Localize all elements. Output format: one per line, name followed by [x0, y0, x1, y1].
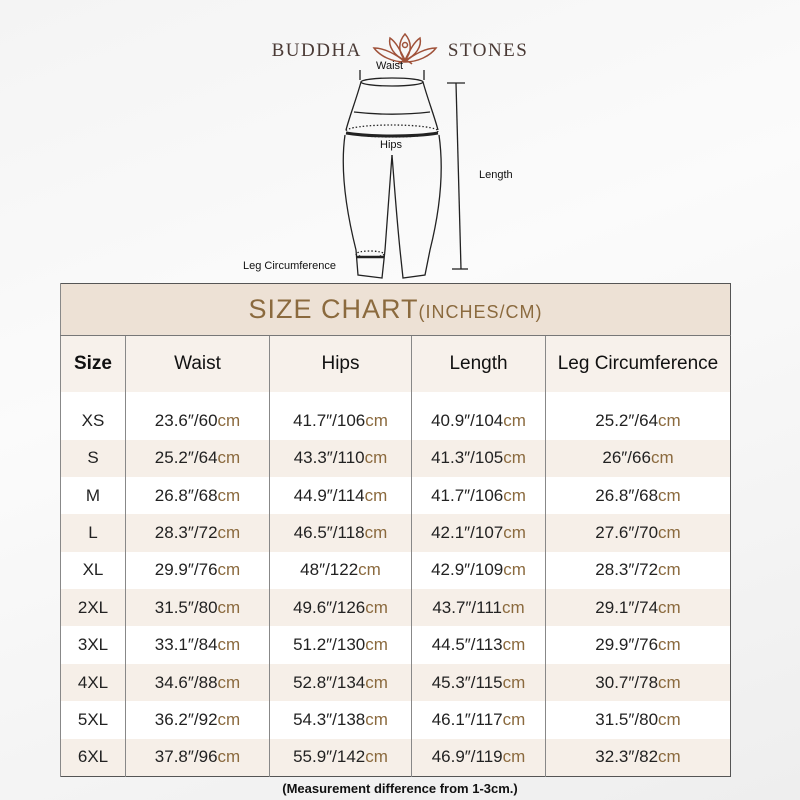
size-cell: 5XL [60, 701, 126, 739]
measurement-cell: 49.6″/126cm [269, 589, 412, 627]
measurement-cell: 30.7″/78cm [545, 663, 731, 702]
measurement-cell: 44.5″/113cm [411, 626, 546, 664]
measurement-cell: 52.8″/134cm [269, 663, 412, 702]
table-row: M 26.8″/68cm 44.9″/114cm 41.7″/106cm 26.8″/6… [60, 476, 731, 515]
measurement-cell: 37.8″/96cm [125, 738, 270, 777]
lotus-icon [372, 32, 438, 65]
hips-label: Hips [380, 139, 403, 151]
header-hips: Hips [269, 335, 412, 392]
measurement-cell: 54.3″/138cm [269, 701, 412, 739]
size-cell: 2XL [60, 589, 126, 627]
measurement-cell: 42.1″/107cm [411, 514, 546, 552]
measurement-cell: 28.3″/72cm [545, 551, 731, 590]
table-row: 5XL 36.2″/92cm 54.3″/138cm 46.1″/117cm 31.5″… [60, 701, 731, 739]
table-row: XS 23.6″/60cm 41.7″/106cm 40.9″/104cm 25.2″/… [60, 391, 731, 440]
measurement-cell: 36.2″/92cm [125, 701, 270, 739]
measurement-cell: 28.3″/72cm [125, 514, 270, 552]
measurement-cell: 41.7″/106cm [411, 476, 546, 515]
measurement-cell: 40.9″/104cm [411, 391, 546, 440]
measurement-cell: 42.9″/109cm [411, 551, 546, 590]
measurement-cell: 51.2″/130cm [269, 626, 412, 664]
measurement-cell: 43.3″/110cm [269, 439, 412, 477]
leg-circumference-label: Leg Circumference [243, 260, 336, 272]
table-row: 6XL 37.8″/96cm 55.9″/142cm 46.9″/119cm 32.3″… [60, 738, 731, 777]
header-leg-circumference: Leg Circumference [545, 335, 731, 392]
table-row: 4XL 34.6″/88cm 52.8″/134cm 45.3″/115cm 30.7″… [60, 663, 731, 702]
size-cell: M [60, 476, 126, 515]
measurement-cell: 29.9″/76cm [545, 626, 731, 664]
brand-right: STONES [447, 40, 529, 61]
waist-label: Waist [376, 60, 404, 72]
measurement-cell: 45.3″/115cm [411, 663, 546, 702]
header-length: Length [411, 335, 546, 392]
measurement-cell: 41.3″/105cm [411, 439, 546, 477]
table-row: 3XL 33.1″/84cm 51.2″/130cm 44.5″/113cm 29.9″… [60, 626, 731, 664]
size-cell: 6XL [60, 738, 126, 777]
measurement-cell: 41.7″/106cm [269, 391, 412, 440]
table-title: SIZE CHART(INCHES/CM) [60, 283, 731, 336]
measurement-cell: 26.8″/68cm [125, 476, 270, 515]
measurement-cell: 26″/66cm [545, 439, 731, 477]
measurement-cell: 48″/122cm [269, 551, 412, 590]
measurement-cell: 43.7″/111cm [411, 589, 546, 627]
measurement-cell: 26.8″/68cm [545, 476, 731, 515]
measurement-cell: 31.5″/80cm [545, 701, 731, 739]
size-cell: XS [60, 391, 126, 440]
size-cell: 3XL [60, 626, 126, 664]
pants-diagram [342, 70, 468, 279]
measurement-cell: 46.9″/119cm [411, 738, 546, 777]
table-row: XL 29.9″/76cm 48″/122cm 42.9″/109cm 28.3″/72… [60, 551, 731, 590]
measurement-cell: 23.6″/60cm [125, 391, 270, 440]
table-row: L 28.3″/72cm 46.5″/118cm 42.1″/107cm 27.6″/7… [60, 514, 731, 552]
brand-logo: BUDDHA STONES [0, 30, 800, 72]
measurement-cell: 55.9″/142cm [269, 738, 412, 777]
measurement-cell: 46.5″/118cm [269, 514, 412, 552]
measurement-cell: 25.2″/64cm [125, 439, 270, 477]
measurement-cell: 27.6″/70cm [545, 514, 731, 552]
measurement-cell: 31.5″/80cm [125, 589, 270, 627]
size-cell: XL [60, 551, 126, 590]
length-label: Length [479, 169, 513, 181]
table-row: 2XL 31.5″/80cm 49.6″/126cm 43.7″/111cm 29.1″… [60, 589, 731, 627]
brand-left: BUDDHA [271, 40, 362, 61]
measurement-cell: 46.1″/117cm [411, 701, 546, 739]
measurement-cell: 34.6″/88cm [125, 663, 270, 702]
measurement-cell: 25.2″/64cm [545, 391, 731, 440]
header-size: Size [60, 335, 126, 392]
measurement-cell: 44.9″/114cm [269, 476, 412, 515]
header-waist: Waist [125, 335, 270, 392]
measurement-cell: 29.1″/74cm [545, 589, 731, 627]
measurement-note: (Measurement difference from 1-3cm.) [282, 781, 518, 796]
size-cell: 4XL [60, 663, 126, 702]
size-cell: S [60, 439, 126, 477]
table-row: S 25.2″/64cm 43.3″/110cm 41.3″/105cm 26″/66c… [60, 439, 731, 477]
size-chart-table: SIZE CHART(INCHES/CM) Size Waist Hips Le… [60, 283, 731, 777]
measurement-cell: 33.1″/84cm [125, 626, 270, 664]
measurement-cell: 29.9″/76cm [125, 551, 270, 590]
size-cell: L [60, 514, 126, 552]
measurement-cell: 32.3″/82cm [545, 738, 731, 777]
